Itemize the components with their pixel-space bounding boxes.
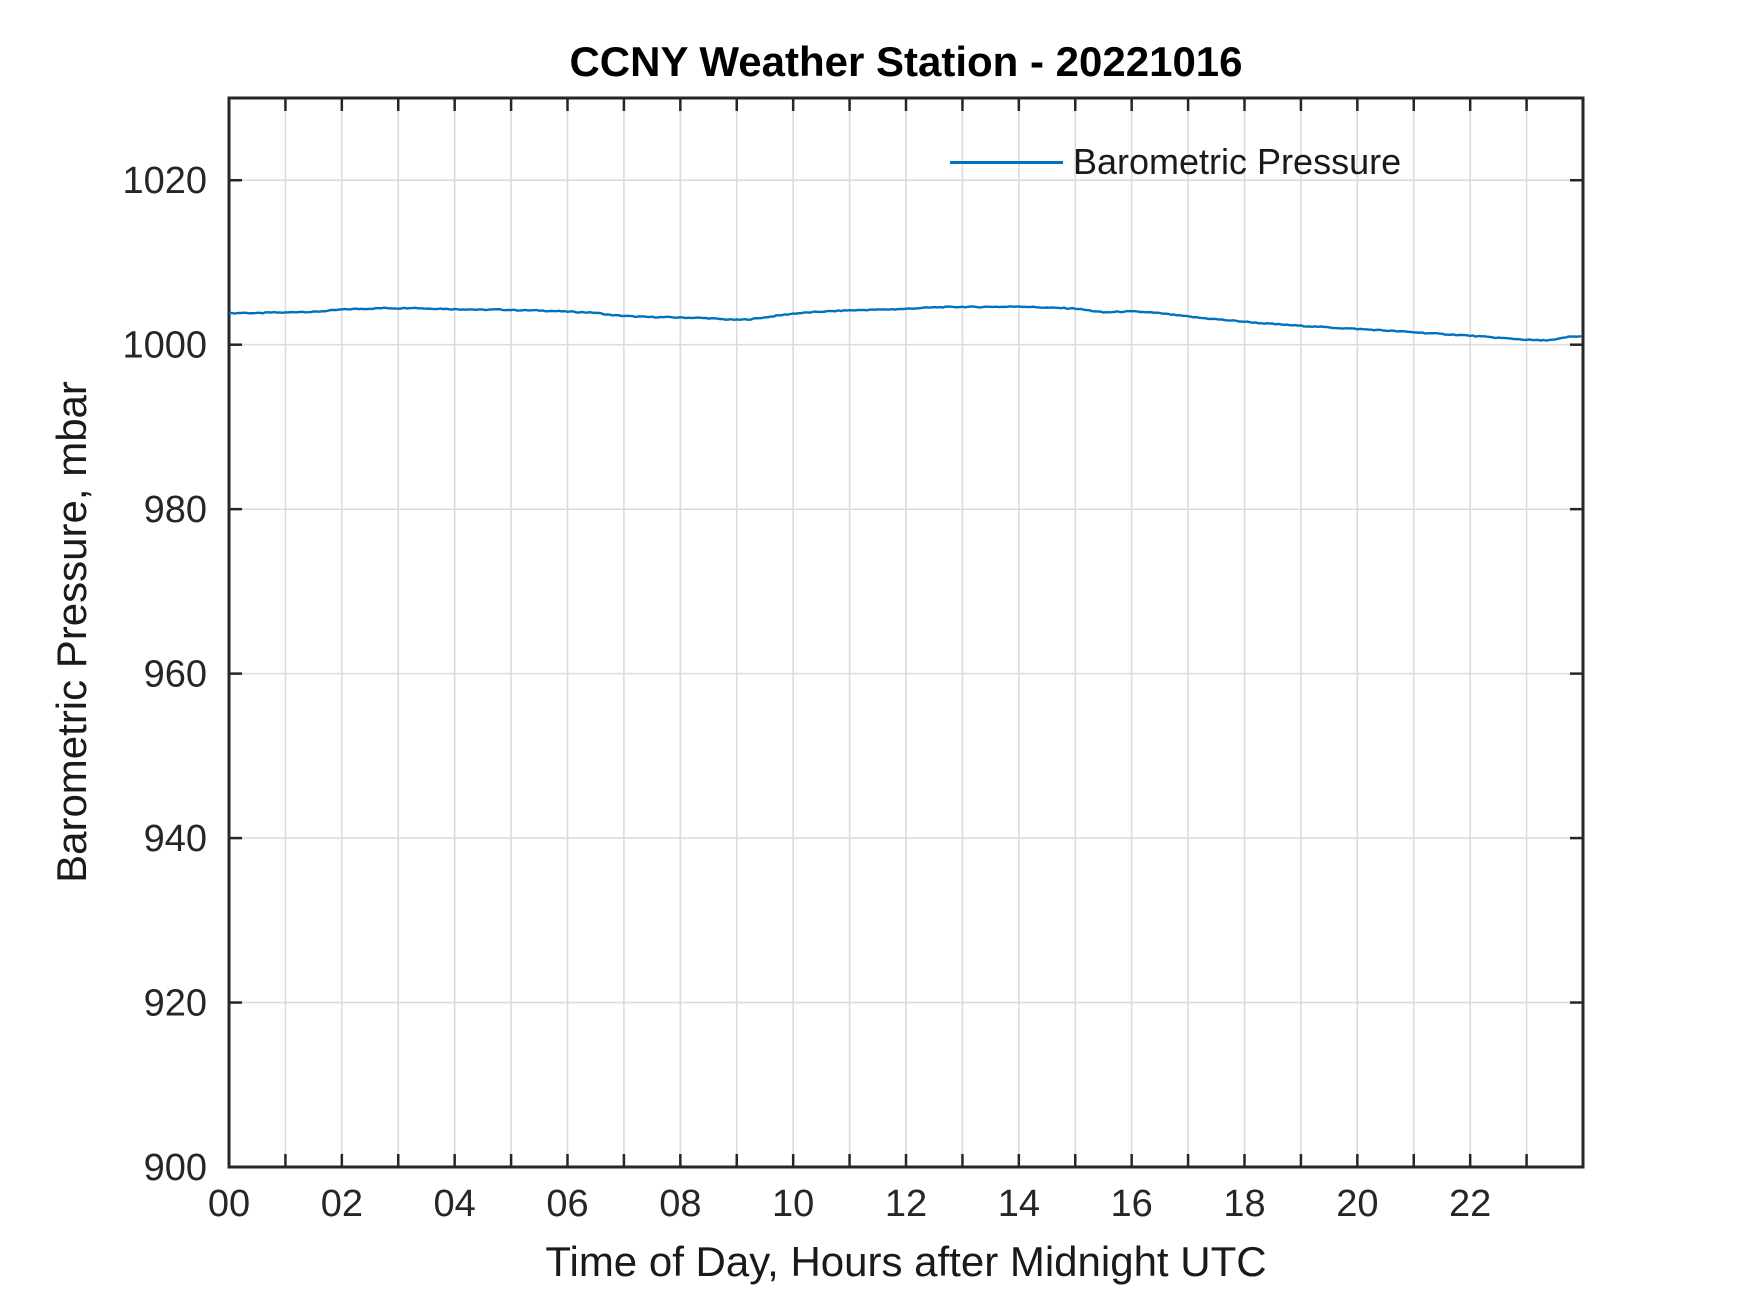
y-tick-label: 900 — [144, 1147, 207, 1189]
x-tick-label: 20 — [1336, 1183, 1378, 1225]
y-tick-label: 1020 — [122, 160, 207, 202]
y-tick-label: 920 — [144, 983, 207, 1025]
legend: Barometric Pressure — [950, 144, 1401, 180]
x-tick-label: 14 — [998, 1183, 1040, 1225]
x-tick-label: 10 — [772, 1183, 814, 1225]
chart-title: CCNY Weather Station - 20221016 — [569, 38, 1243, 85]
x-tick-label: 06 — [546, 1183, 588, 1225]
x-tick-label: 12 — [885, 1183, 927, 1225]
x-tick-label: 00 — [208, 1183, 250, 1225]
y-tick-label: 1000 — [122, 325, 207, 367]
legend-line-sample — [950, 160, 1063, 164]
y-tick-label: 960 — [144, 654, 207, 696]
x-tick-label: 18 — [1223, 1183, 1265, 1225]
x-tick-label: 16 — [1111, 1183, 1153, 1225]
y-tick-label: 980 — [144, 489, 207, 531]
y-axis-label-text: Barometric Pressure, mbar — [48, 381, 95, 883]
legend-entry-label: Barometric Pressure — [1073, 141, 1402, 182]
x-tick-label: 02 — [321, 1183, 363, 1225]
x-tick-label: 04 — [434, 1183, 476, 1225]
x-tick-label: 22 — [1449, 1183, 1491, 1225]
x-axis-label: Time of Day, Hours after Midnight UTC — [545, 1238, 1267, 1285]
y-tick-label: 940 — [144, 818, 207, 860]
x-tick-label: 08 — [659, 1183, 701, 1225]
axes-border — [227, 96, 1585, 1169]
pressure-line — [228, 305, 1582, 342]
